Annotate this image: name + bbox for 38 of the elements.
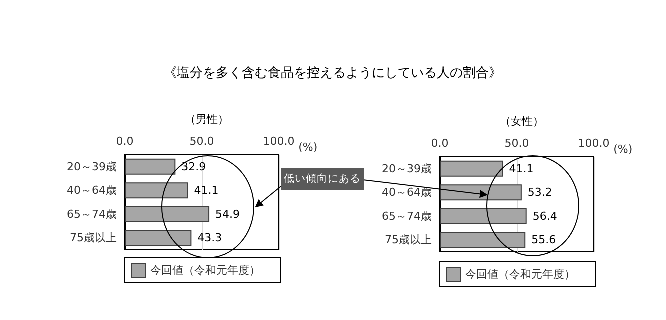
y-tick-label: 65～74歳 bbox=[382, 210, 432, 223]
y-tick-label: 65～74歳 bbox=[67, 208, 117, 221]
y-tick-label: 75歳以上 bbox=[70, 232, 117, 245]
data-label: 54.9 bbox=[216, 208, 240, 221]
legend-label: 今回値（令和元年度） bbox=[150, 264, 260, 277]
bar bbox=[440, 232, 526, 248]
bar bbox=[440, 184, 522, 201]
data-label: 56.4 bbox=[532, 210, 558, 223]
bar bbox=[125, 158, 176, 175]
bar bbox=[440, 208, 527, 224]
data-label: 41.1 bbox=[509, 162, 534, 176]
y-tick-label: 20～39歳 bbox=[382, 162, 432, 176]
data-label: 43.3 bbox=[198, 232, 222, 245]
data-label: 55.6 bbox=[532, 234, 556, 247]
y-tick-label: 75歳以上 bbox=[385, 234, 432, 247]
data-label: 53.2 bbox=[528, 186, 552, 200]
bar bbox=[125, 206, 210, 222]
y-tick-label: 20～39歳 bbox=[67, 160, 117, 174]
x-tick-label: 50.0 bbox=[190, 135, 214, 148]
data-label: 41.1 bbox=[194, 184, 219, 198]
x-tick-label: 0.0 bbox=[431, 137, 449, 150]
chart-subtitle: （男性） bbox=[185, 113, 229, 126]
text: 《塩分を多く含む食品を控えるようにしている人の割合》 bbox=[163, 65, 503, 82]
bar bbox=[125, 182, 188, 199]
y-tick-label: 40～64歳 bbox=[67, 184, 117, 198]
legend-label: 今回値（令和元年度） bbox=[466, 268, 576, 281]
x-axis-title: (%) bbox=[298, 141, 318, 154]
bar bbox=[440, 160, 504, 177]
x-tick-label: 100.0 bbox=[263, 135, 295, 148]
data-label: 32.9 bbox=[182, 160, 206, 174]
bar bbox=[125, 230, 192, 246]
chart-subtitle: （女性） bbox=[500, 115, 544, 128]
x-tick-label: 0.0 bbox=[116, 135, 134, 148]
x-tick-label: 100.0 bbox=[578, 137, 610, 150]
x-axis-title: (%) bbox=[614, 143, 633, 156]
y-tick-label: 40～64歳 bbox=[382, 186, 432, 200]
text: 低い傾向にある bbox=[281, 168, 364, 190]
x-tick-label: 50.0 bbox=[504, 137, 530, 150]
